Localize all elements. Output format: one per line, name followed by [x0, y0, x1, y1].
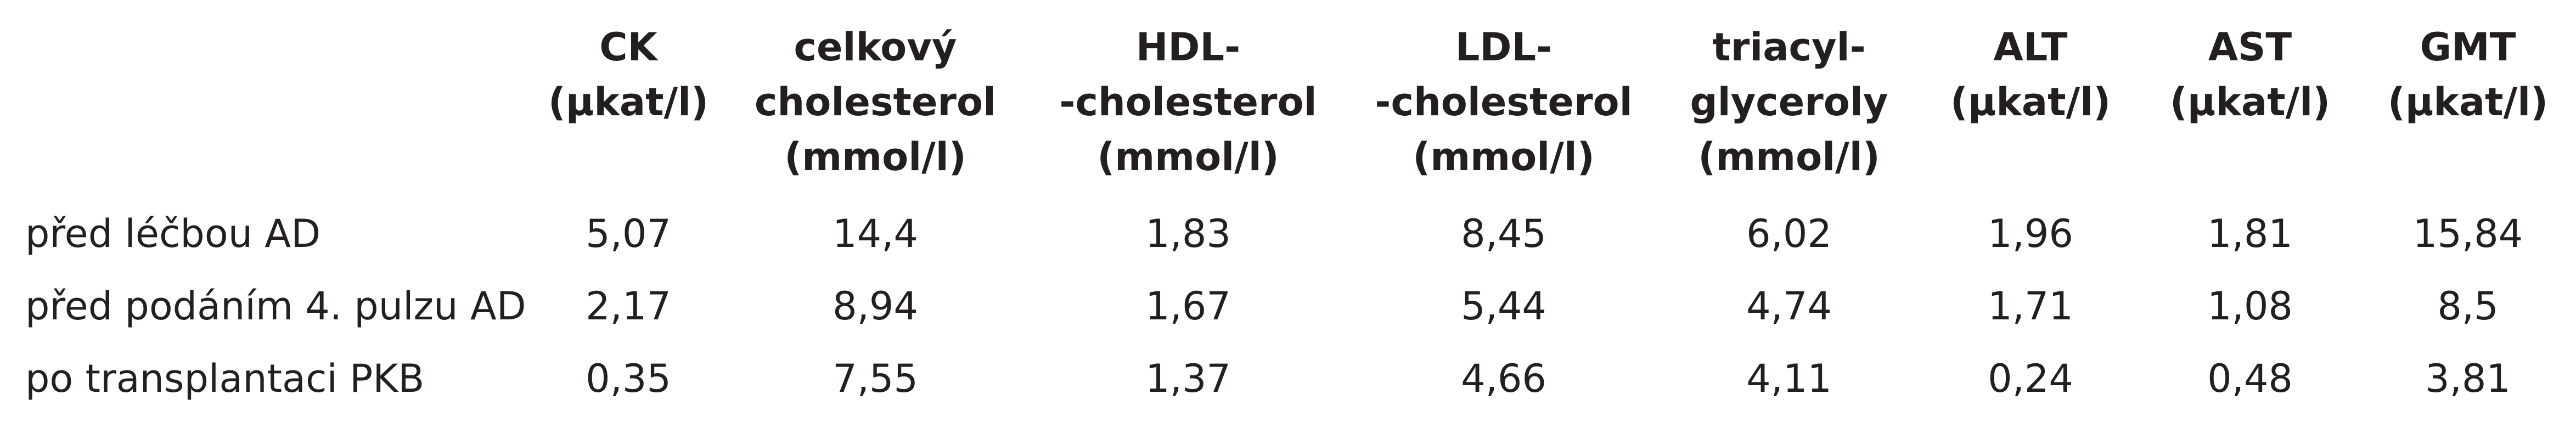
header-line: (mmol/l) — [1698, 134, 1880, 179]
value-cell: 15,84 — [2412, 211, 2523, 256]
value-cell: 1,71 — [1988, 284, 2073, 329]
table-row: po transplantaci PKB 0,35 7,55 1,37 4,66… — [0, 342, 2576, 415]
header-line: (mmol/l) — [784, 134, 966, 179]
value-cell: 5,44 — [1461, 284, 1546, 329]
header-line: (mmol/l) — [1097, 134, 1279, 179]
value-cell: 1,83 — [1145, 211, 1231, 256]
header-line: -cholesterol — [1059, 80, 1317, 125]
value-cell: 0,35 — [586, 356, 671, 401]
value-cell: 0,24 — [1988, 356, 2073, 401]
header-line: (mmol/l) — [1413, 134, 1595, 179]
value-cell: 1,81 — [2207, 211, 2293, 256]
row-label: před podáním 4. pulzu AD — [25, 284, 526, 329]
header-triacylglycerols: triacyl- glyceroly (mmol/l) — [1657, 20, 1921, 198]
header-line: -cholesterol — [1375, 80, 1633, 125]
value-cell: 5,07 — [586, 211, 671, 256]
value-cell: 1,37 — [1145, 356, 1231, 401]
lab-results-table: CK (µkat/l) celkový cholesterol (mmol/l)… — [0, 20, 2576, 415]
value-cell: 14,4 — [833, 211, 918, 256]
header-hdl-cholesterol: HDL- -cholesterol (mmol/l) — [1026, 20, 1350, 198]
header-line: LDL- — [1455, 25, 1553, 70]
header-ast: AST (µkat/l) — [2140, 20, 2360, 198]
value-cell: 8,45 — [1461, 211, 1546, 256]
header-ldl-cholesterol: LDL- -cholesterol (mmol/l) — [1350, 20, 1657, 198]
value-cell: 1,08 — [2207, 284, 2293, 329]
header-ck: CK (µkat/l) — [532, 20, 724, 198]
header-line: glyceroly — [1690, 80, 1888, 125]
header-line: ALT — [1993, 25, 2068, 70]
table-row: před léčbou AD 5,07 14,4 1,83 8,45 6,02 … — [0, 198, 2576, 270]
value-cell: 1,67 — [1145, 284, 1231, 329]
header-line: (µkat/l) — [2387, 80, 2549, 125]
header-line: cholesterol — [754, 80, 997, 125]
row-label: po transplantaci PKB — [25, 356, 425, 401]
header-line: (µkat/l) — [548, 80, 709, 125]
header-line: celkový — [794, 25, 957, 70]
value-cell: 3,81 — [2425, 356, 2511, 401]
header-gmt: GMT (µkat/l) — [2360, 20, 2576, 198]
value-cell: 0,48 — [2207, 356, 2293, 401]
value-cell: 6,02 — [1746, 211, 1832, 256]
header-line: (µkat/l) — [1950, 80, 2111, 125]
value-cell: 8,94 — [833, 284, 918, 329]
row-label: před léčbou AD — [25, 211, 321, 256]
header-total-cholesterol: celkový cholesterol (mmol/l) — [724, 20, 1026, 198]
value-cell: 4,11 — [1746, 356, 1832, 401]
header-line: (µkat/l) — [2169, 80, 2331, 125]
value-cell: 8,5 — [2437, 284, 2499, 329]
value-cell: 7,55 — [833, 356, 918, 401]
header-line: HDL- — [1135, 25, 1241, 70]
header-line: AST — [2208, 25, 2292, 70]
value-cell: 1,96 — [1988, 211, 2073, 256]
header-line: CK — [599, 25, 657, 70]
value-cell: 2,17 — [586, 284, 671, 329]
header-empty-cell — [0, 20, 532, 198]
header-line: GMT — [2420, 25, 2516, 70]
table-row: před podáním 4. pulzu AD 2,17 8,94 1,67 … — [0, 270, 2576, 342]
value-cell: 4,66 — [1461, 356, 1546, 401]
table-header-row: CK (µkat/l) celkový cholesterol (mmol/l)… — [0, 20, 2576, 198]
header-alt: ALT (µkat/l) — [1921, 20, 2140, 198]
header-line: triacyl- — [1712, 25, 1866, 70]
value-cell: 4,74 — [1746, 284, 1832, 329]
